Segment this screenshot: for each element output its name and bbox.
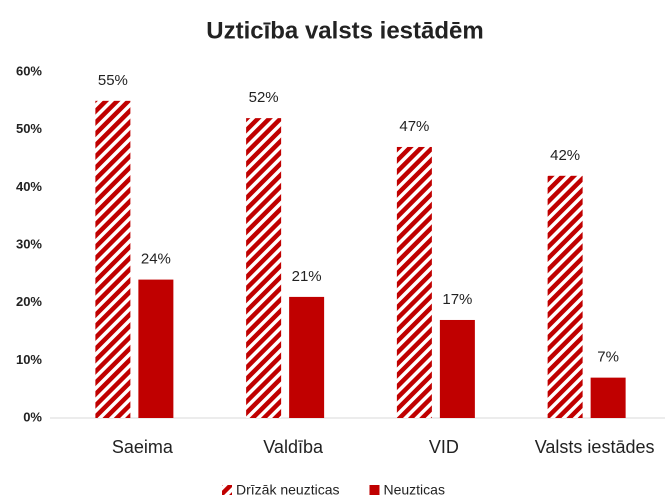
bar <box>95 100 131 418</box>
y-tick-label: 30% <box>16 236 42 251</box>
x-tick-label: Valsts iestādes <box>535 437 655 457</box>
data-label: 55% <box>98 72 128 89</box>
bar <box>289 296 325 418</box>
bar <box>246 118 282 418</box>
legend-swatch <box>222 485 232 495</box>
data-label: 17% <box>442 291 472 308</box>
legend-swatch <box>369 485 380 495</box>
data-label: 47% <box>399 118 429 135</box>
y-tick-label: 50% <box>16 121 42 136</box>
x-tick-label: Valdība <box>263 437 324 457</box>
data-label: 21% <box>292 268 322 285</box>
y-tick-label: 40% <box>16 179 42 194</box>
y-tick-label: 10% <box>16 352 42 367</box>
x-tick-label: VID <box>429 437 459 457</box>
y-tick-label: 60% <box>16 63 42 78</box>
bar <box>138 279 174 418</box>
legend-label: Drīzāk neuzticas <box>236 482 339 498</box>
bar <box>439 319 475 418</box>
bar <box>590 377 626 418</box>
bar <box>547 175 583 418</box>
y-tick-label: 0% <box>23 409 42 424</box>
y-tick-label: 20% <box>16 294 42 309</box>
chart-title: Uzticība valsts iestādēm <box>206 17 483 44</box>
bar <box>396 146 432 418</box>
legend-label: Neuzticas <box>383 482 444 498</box>
data-label: 42% <box>550 147 580 164</box>
data-label: 52% <box>249 89 279 106</box>
data-label: 24% <box>141 251 171 268</box>
x-tick-label: Saeima <box>112 437 174 457</box>
data-label: 7% <box>597 349 619 366</box>
